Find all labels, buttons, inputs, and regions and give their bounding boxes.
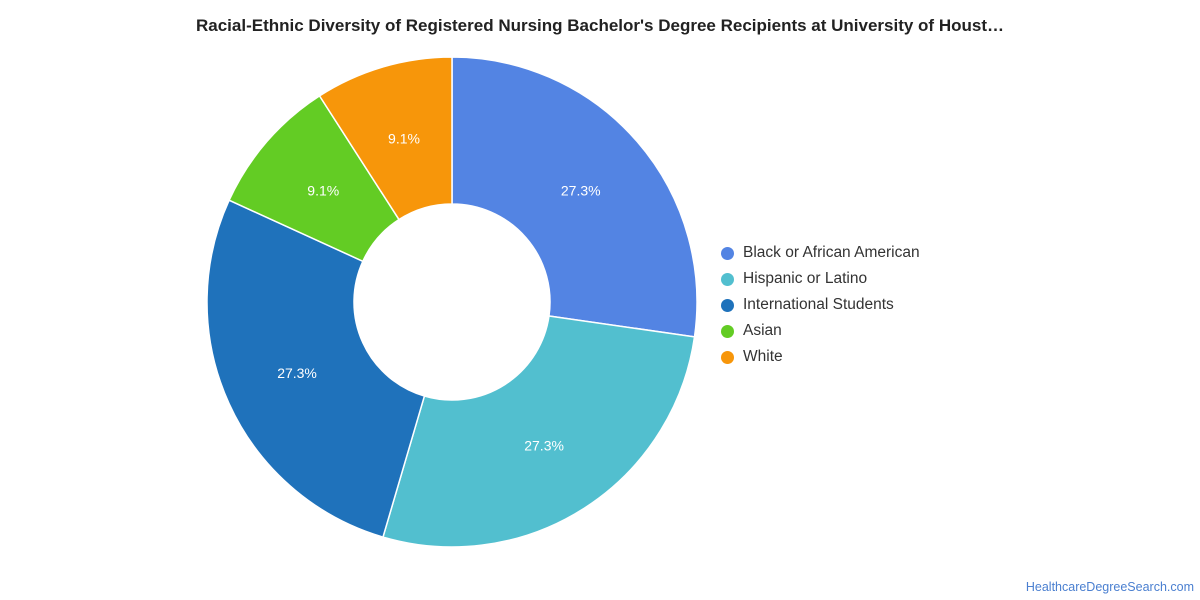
- source-watermark[interactable]: HealthcareDegreeSearch.com: [1025, 580, 1194, 594]
- slice-label-4: 9.1%: [388, 131, 420, 147]
- slice-label-3: 9.1%: [307, 182, 339, 198]
- legend-label: Hispanic or Latino: [743, 270, 868, 287]
- legend-swatch: [721, 246, 734, 260]
- chart-legend: Black or African American Hispanic or Lat…: [721, 240, 920, 370]
- legend-item[interactable]: White: [721, 344, 920, 370]
- legend-swatch: [721, 350, 734, 364]
- slice-label-2: 27.3%: [277, 365, 317, 381]
- legend-item[interactable]: Asian: [721, 318, 920, 344]
- slice-label-1: 27.3%: [524, 437, 564, 453]
- legend-swatch: [721, 324, 734, 338]
- pie-slice-2: [206, 199, 426, 539]
- legend-item[interactable]: International Students: [721, 292, 920, 318]
- legend-label: Black or African American: [743, 244, 920, 261]
- pie-slice-4: [318, 56, 453, 221]
- legend-label: Asian: [743, 322, 782, 339]
- legend-label: White: [743, 348, 783, 365]
- pie-slice-0: [451, 56, 698, 338]
- legend-item[interactable]: Black or African American: [721, 240, 920, 266]
- slice-label-0: 27.3%: [561, 182, 601, 198]
- pie-slice-1: [382, 315, 696, 548]
- legend-label: International Students: [743, 296, 894, 313]
- legend-swatch: [721, 298, 734, 312]
- legend-swatch: [721, 272, 734, 286]
- legend-item[interactable]: Hispanic or Latino: [721, 266, 920, 292]
- chart-title: Racial-Ethnic Diversity of Registered Nu…: [196, 16, 1004, 35]
